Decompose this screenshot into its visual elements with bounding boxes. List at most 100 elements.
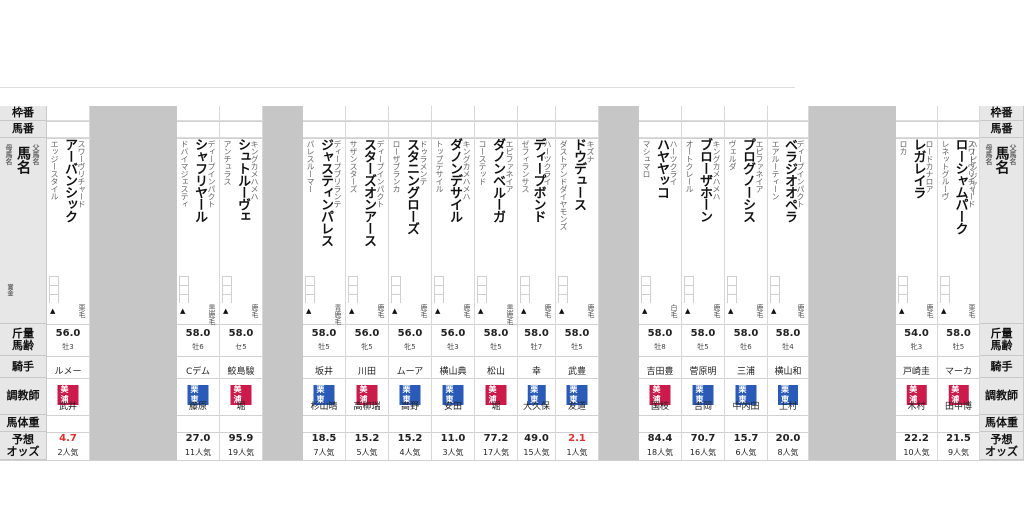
jockey-name[interactable]: 横山典	[439, 367, 467, 377]
horse-name[interactable]: ダノンベルーガ	[490, 138, 506, 222]
horse-name[interactable]: ジャスティンパレス	[318, 138, 334, 246]
horse-name[interactable]: アーバンシック	[62, 138, 78, 222]
horse-name[interactable]: スタニングローズ	[404, 138, 420, 234]
horse-column[interactable]: エピファネイア コーステッド ダノンベルーガ ▲ 黒鹿毛 58.0 牡5 松山 美浦堀 77.2 1…	[475, 106, 518, 460]
trainer-name[interactable]: 武井	[58, 402, 77, 412]
jockey-name[interactable]: マーカ	[944, 367, 972, 377]
horse-column[interactable]: スワーヴリチャード エッジースタイル アーバンシック ▲ 栗毛 56.0 牡3 ルメー 美浦 武井…	[47, 106, 90, 460]
triangle-icon: ▲	[642, 307, 648, 315]
label-umaban-right: 馬番	[980, 121, 1024, 138]
horse-column[interactable]: キングカメハメハ トップデサイル ダノンデサイル ▲ 鹿毛 56.0 牡3 横山典 栗東 安田 11…	[432, 106, 475, 460]
horse-column[interactable]: ハーツクライ ゼフィランサス ディープボンド ▲ 鹿毛 58.0 牡7 幸栗東 大久保 49.0 1…	[518, 106, 556, 460]
weight-value: 56.0	[397, 328, 423, 339]
trainer-name[interactable]: 田中博	[944, 402, 972, 412]
mark-boxes[interactable]	[477, 276, 489, 303]
row-bodyweight	[0, 415, 1024, 433]
jockey-name[interactable]: 坂井	[314, 367, 333, 377]
trainer-name[interactable]: 藤原	[188, 402, 207, 412]
horse-name[interactable]: ブローザホーン	[697, 138, 713, 222]
waku-cell	[938, 106, 979, 121]
trainer-name[interactable]: 堀	[236, 402, 246, 412]
mark-boxes[interactable]	[391, 276, 403, 303]
trainer-name[interactable]: 上村	[778, 402, 797, 412]
mark-boxes[interactable]	[434, 276, 446, 303]
horse-column[interactable]: ディープインパクト サザンスターズ スターズオンアース ▲ 鹿毛 56.0 牝5 川田 美浦 高柳…	[346, 106, 389, 460]
label-body-weight: 馬体重	[0, 415, 47, 432]
trainer-name[interactable]: 吉岡	[693, 402, 712, 412]
jockey-name[interactable]: ムーア	[396, 367, 424, 377]
jockey-name[interactable]: 三浦	[736, 367, 755, 377]
trainer-name[interactable]: 高野	[400, 402, 419, 412]
horse-column[interactable]: キングカメハメハ アンチュラス シュトルーヴェ ▲ 鹿毛 58.0 セ5 鮫島駿 美浦堀 95.9…	[220, 106, 263, 460]
mark-boxes[interactable]	[520, 276, 532, 303]
trainer-name[interactable]: 国枝	[650, 402, 669, 412]
horse-column[interactable]: ロードカナロア ロカ レガレイラ ▲ 鹿毛 54.0 牝3 戸崎圭 美浦 木村 22.2 10人気	[896, 106, 938, 460]
weight-value: 58.0	[564, 328, 590, 339]
horse-column[interactable]: エピファネイア ヴェルダ プログノーシス ▲ 鹿毛 58.0 牡6 三浦 栗東 中内田 15.7 6人…	[725, 106, 768, 460]
region-badge: 栗東	[442, 385, 464, 405]
horse-name[interactable]: シャフリヤール	[192, 138, 208, 222]
mark-boxes[interactable]	[49, 276, 61, 303]
horse-column[interactable]: キズナ ダストアンドダイヤモンズ ドウデュース ▲ 鹿毛 58.0 牡5 武豊 栗東 友道 2.1 1…	[556, 106, 599, 460]
mark-boxes[interactable]	[558, 276, 570, 303]
horse-name[interactable]: スターズオンアース	[361, 138, 377, 246]
horse-name[interactable]: ローシャムパーク	[952, 138, 968, 234]
mark-boxes[interactable]	[641, 276, 653, 303]
horse-column[interactable]: ディープインパクト ドバイマジェスティ シャフリヤール ▲ 黒鹿毛 58.0 牡6 Cデム 栗東…	[177, 106, 220, 460]
horse-name[interactable]: シュトルーヴェ	[235, 138, 251, 222]
horse-name[interactable]: レガレイラ	[910, 138, 926, 198]
horse-column[interactable]: ドゥラメンテ ローザブランカ スタニングローズ ▲ 鹿毛 56.0 牝5 ムーア 栗東 高野 15.…	[389, 106, 432, 460]
horse-name[interactable]: ディープボンド	[530, 138, 546, 222]
mark-boxes[interactable]	[898, 276, 910, 303]
horse-column[interactable]: ディープインパクト エアルーティーン ベラジオオペラ ▲ 鹿毛 58.0 牡4 横山和 栗東 上村…	[768, 106, 809, 460]
jockey-name[interactable]: 幸	[531, 367, 541, 377]
mark-boxes[interactable]	[684, 276, 696, 303]
trainer-name[interactable]: 木村	[907, 402, 926, 412]
trainer-name[interactable]: 大久保	[522, 402, 550, 412]
horse-column[interactable]: キングカメハメハ オートクレール ブローザホーン ▲ 鹿毛 58.0 牡5 菅原明 栗東 吉岡 70…	[682, 106, 725, 460]
trainer-name[interactable]: 杉山晴	[310, 402, 338, 412]
odds-value: 27.0	[185, 433, 211, 444]
horse-name[interactable]: ハヤヤッコ	[654, 138, 670, 198]
trainer-name[interactable]: 安田	[443, 402, 462, 412]
trainer-name[interactable]: 中内田	[732, 402, 760, 412]
jockey-name[interactable]: 鮫島駿	[227, 367, 255, 377]
jockey-name[interactable]: 川田	[357, 367, 376, 377]
mark-boxes[interactable]	[348, 276, 360, 303]
popularity: 17人気	[482, 448, 510, 457]
dam-name: パレスルーマー	[306, 140, 315, 193]
region-badge: 美浦	[356, 385, 378, 405]
jockey-name[interactable]: 松山	[486, 367, 505, 377]
odds-value: 95.9	[228, 433, 254, 444]
jockey-name[interactable]: 戸崎圭	[902, 367, 930, 377]
jockey-name[interactable]: 横山和	[774, 367, 802, 377]
waku-cell	[682, 106, 724, 121]
mark-boxes[interactable]	[222, 276, 234, 303]
jockey-name[interactable]: 菅原明	[689, 367, 717, 377]
label-odds-2-right: オッズ	[985, 444, 1018, 458]
jockey-name[interactable]: 武豊	[567, 367, 586, 377]
sex-age: 牡6	[192, 343, 204, 351]
jockey-name[interactable]: ルメー	[54, 367, 82, 377]
mark-boxes[interactable]	[940, 276, 952, 303]
horse-column[interactable]: スワーヴリチャード レネットグルーヴ ローシャムパーク ▲ 栗毛 58.0 牡5 マーカ 美浦田…	[938, 106, 980, 460]
trainer-name[interactable]: 堀	[491, 402, 501, 412]
horse-column[interactable]: ハーツクライ マシュマロ ハヤヤッコ ▲ 白毛 58.0 牡8 吉田豊 美浦 国枝 84.4 18人気	[639, 106, 682, 460]
mark-boxes[interactable]	[770, 276, 782, 303]
empty-gap-1	[90, 106, 177, 460]
horse-name[interactable]: プログノーシス	[740, 138, 756, 222]
jockey-name[interactable]: Cデム	[185, 367, 211, 377]
mark-boxes[interactable]	[727, 276, 739, 303]
mark-boxes[interactable]	[305, 276, 317, 303]
jockey-name[interactable]: 吉田豊	[646, 367, 674, 377]
trainer-name[interactable]: 高柳瑞	[353, 402, 381, 412]
mark-boxes[interactable]	[179, 276, 191, 303]
horse-name[interactable]: ドウデュース	[571, 138, 587, 210]
trainer-name[interactable]: 友道	[567, 402, 586, 412]
umaban-cell	[47, 121, 89, 138]
popularity: 10人気	[903, 448, 930, 457]
horse-name[interactable]: ダノンデサイル	[447, 138, 463, 222]
horse-column[interactable]: ディープブリランテ パレスルーマー ジャスティンパレス ▲ 青鹿毛 58.0 牡5 坂井 栗東杉…	[303, 106, 346, 460]
horse-name[interactable]: ベラジオオペラ	[782, 138, 798, 222]
triangle-icon: ▲	[435, 307, 441, 315]
